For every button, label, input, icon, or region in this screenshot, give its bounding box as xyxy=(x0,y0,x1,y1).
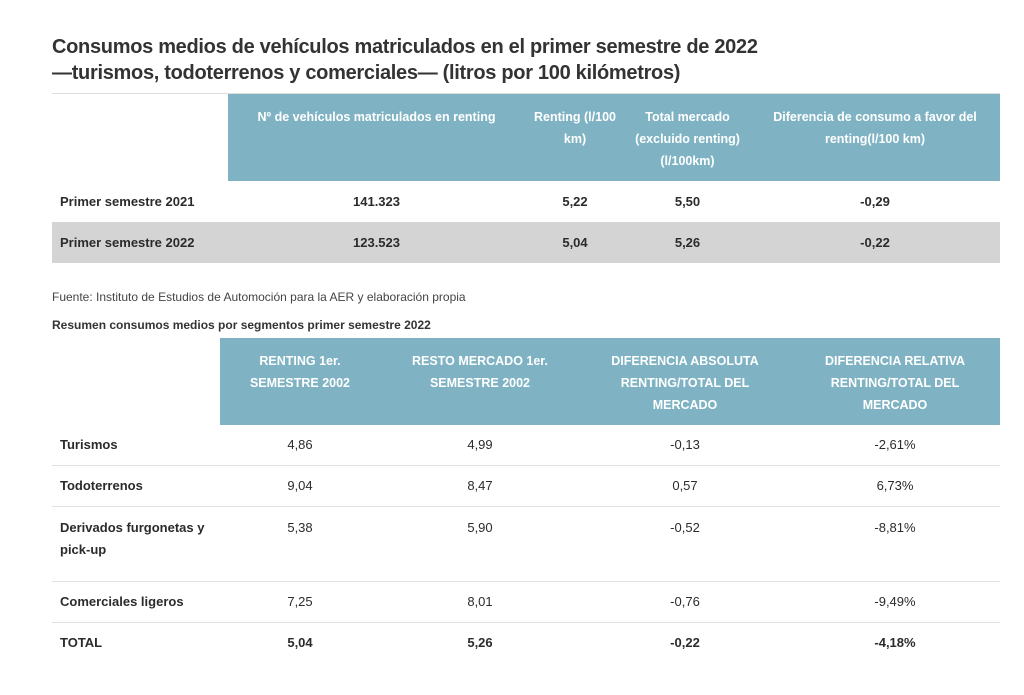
row: Derivados furgonetas y pick-up 5,38 5,90 -0… xyxy=(52,506,1000,582)
cell: -9,49% xyxy=(790,581,1000,623)
cell: 5,22 xyxy=(562,194,588,209)
cell: 141.323 xyxy=(353,194,400,209)
cell: 5,90 xyxy=(380,506,580,582)
cell: -0,76 xyxy=(580,581,790,623)
cell: 5,04 xyxy=(525,222,625,263)
row-label: Derivados furgonetas y pick-up xyxy=(52,506,220,582)
cell: 5,04 xyxy=(287,635,313,650)
cell: 9,04 xyxy=(220,465,380,507)
title-line: —turismos, todoterrenos y comerciales— (… xyxy=(52,62,681,84)
title-line: Consumos medios de vehículos matriculado… xyxy=(52,36,758,58)
header-cell: DIFERENCIA ABSOLUTA RENTING/TOTAL DEL ME… xyxy=(580,338,790,425)
row: Primer semestre 2021 141.323 5,22 5,50 -0,29 xyxy=(52,181,1000,222)
header-row: RENTING 1er. SEMESTRE 2002 RESTO MERCADO … xyxy=(52,338,1000,425)
row-label: TOTAL xyxy=(60,635,103,650)
table-1: Nº de vehículos matriculados en renting R… xyxy=(52,93,1000,263)
cell: 5,50 xyxy=(674,194,701,209)
cell: 8,47 xyxy=(380,465,580,507)
header-cell: DIFERENCIA RELATIVA RENTING/TOTAL DEL ME… xyxy=(790,338,1000,425)
cell: 123.523 xyxy=(228,222,525,263)
row: Todoterrenos 9,04 8,47 0,57 6,73% xyxy=(52,465,1000,507)
cell: 5,26 xyxy=(467,635,493,650)
header-cell: RENTING 1er. SEMESTRE 2002 xyxy=(220,338,380,425)
header-row: Nº de vehículos matriculados en renting R… xyxy=(52,93,1000,181)
row: Turismos 4,86 4,99 -0,13 -2,61% xyxy=(52,425,1000,466)
row-label: Primer semestre 2021 xyxy=(60,194,195,209)
cell: 0,57 xyxy=(580,465,790,507)
title: Consumos medios de vehículos matriculado… xyxy=(52,34,758,86)
source: Fuente: Instituto de Estudios de Automoc… xyxy=(52,290,466,304)
cell: -0,52 xyxy=(580,506,790,582)
table-2: RENTING 1er. SEMESTRE 2002 RESTO MERCADO … xyxy=(52,338,1000,663)
cell: -0,22 xyxy=(670,635,700,650)
row: Primer semestre 2022 123.523 5,04 5,26 -0,22 xyxy=(52,222,1000,263)
row-label: Turismos xyxy=(52,425,220,466)
header-cell: Nº de vehículos matriculados en renting xyxy=(228,93,525,181)
header-cell xyxy=(52,93,228,181)
cell: 4,86 xyxy=(220,425,380,466)
row: Comerciales ligeros 7,25 8,01 -0,76 -9,49% xyxy=(52,581,1000,623)
cell: -4,18% xyxy=(874,635,916,650)
cell: 5,38 xyxy=(220,506,380,582)
header-cell: Diferencia de consumo a favor del rentin… xyxy=(750,93,1000,181)
cell: 6,73% xyxy=(790,465,1000,507)
header-cell: RESTO MERCADO 1er. SEMESTRE 2002 xyxy=(380,338,580,425)
cell: 7,25 xyxy=(220,581,380,623)
cell: 5,26 xyxy=(625,222,750,263)
cell: -0,29 xyxy=(860,194,890,209)
header-cell xyxy=(52,338,220,425)
row-label: Todoterrenos xyxy=(52,465,220,507)
row-label: Comerciales ligeros xyxy=(52,581,220,623)
cell: 8,01 xyxy=(380,581,580,623)
row-label: Primer semestre 2022 xyxy=(52,222,228,263)
row: TOTAL 5,04 5,26 -0,22 -4,18% xyxy=(52,623,1000,664)
cell: -0,22 xyxy=(750,222,1000,263)
header-cell: Renting (l/100 km) xyxy=(525,93,625,181)
cell: 4,99 xyxy=(380,425,580,466)
header-cell: Total mercado (excluido renting) (l/100k… xyxy=(625,93,750,181)
subtitle: Resumen consumos medios por segmentos pr… xyxy=(52,318,431,332)
cell: -0,13 xyxy=(580,425,790,466)
cell: -2,61% xyxy=(790,425,1000,466)
cell: -8,81% xyxy=(790,506,1000,582)
